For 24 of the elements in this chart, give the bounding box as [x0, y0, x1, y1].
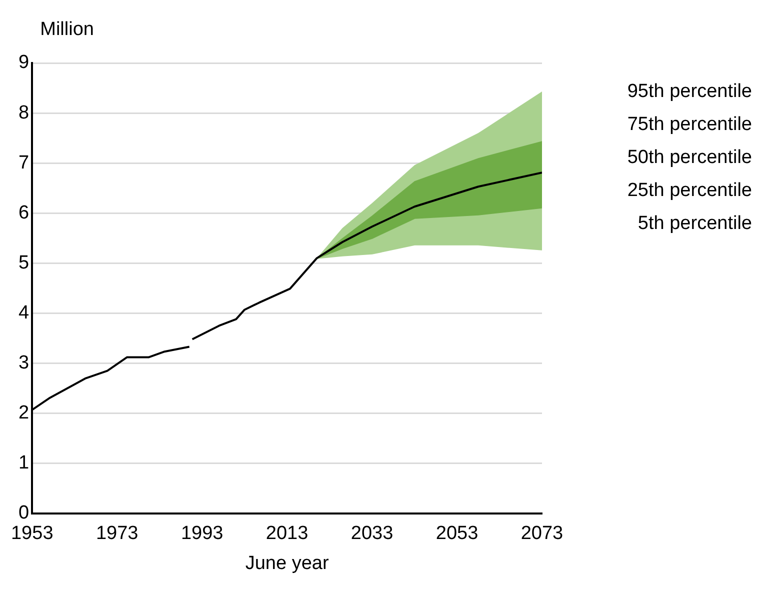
y-axis-title: Million — [40, 19, 94, 40]
text: 25th percentile — [627, 180, 752, 201]
x-tick-label: 1953 — [10, 523, 54, 544]
y-tick-label: 0 — [18, 502, 30, 524]
x-tick-label: 2073 — [520, 523, 564, 544]
y-tick-label: 7 — [18, 152, 30, 174]
y-tick-label: 3 — [18, 352, 30, 374]
x-tick-label: 1993 — [180, 523, 224, 544]
x-tick-label: 2053 — [436, 523, 478, 544]
text: 95th percentile — [627, 80, 752, 102]
x-tick-label: 2033 — [350, 523, 394, 544]
y-tick-label: 9 — [18, 52, 30, 74]
y-tick-label: 8 — [18, 102, 30, 124]
text: 50th percentile — [627, 146, 752, 168]
x-axis-title: June year — [245, 552, 330, 574]
x-tick-label: 1973 — [96, 523, 138, 544]
y-tick-label: 5 — [18, 252, 30, 274]
y-tick-label: 4 — [18, 302, 30, 324]
y-tick-label: 1 — [18, 452, 30, 474]
text: 75th percentile — [627, 114, 752, 135]
y-tick-label: 6 — [18, 202, 30, 224]
y-tick-label: 2 — [18, 402, 30, 424]
x-tick-label: 2013 — [266, 523, 308, 544]
text: 5th percentile — [638, 212, 752, 234]
